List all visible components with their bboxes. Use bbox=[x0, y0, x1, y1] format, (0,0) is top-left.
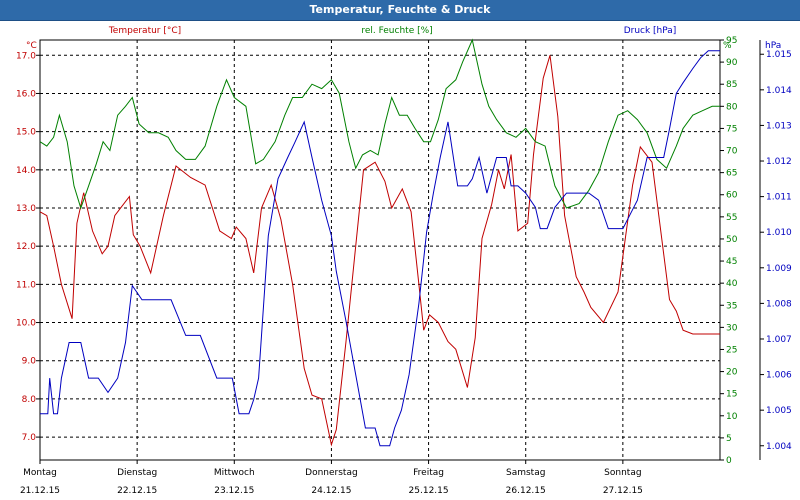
hum-tick-label-16: 80 bbox=[726, 102, 738, 112]
hum-tick-label-18: 90 bbox=[726, 58, 738, 68]
hum-tick-label-13: 65 bbox=[726, 169, 737, 179]
series-line-temperature bbox=[39, 55, 720, 447]
press-tick-label-5: 1.009 bbox=[766, 264, 792, 274]
x-day-label-0: Montag bbox=[23, 468, 57, 478]
press-tick-label-11: 1.015 bbox=[766, 50, 792, 60]
hum-tick-label-17: 85 bbox=[726, 80, 737, 90]
temp-tick-label-6: 13.0 bbox=[16, 204, 36, 214]
hum-tick-label-15: 75 bbox=[726, 124, 737, 134]
hum-tick-label-14: 70 bbox=[726, 147, 738, 157]
x-day-label-6: Sonntag bbox=[604, 468, 641, 478]
hum-tick-label-12: 60 bbox=[726, 191, 738, 201]
series-line-humidity bbox=[39, 38, 720, 210]
press-tick-label-3: 1.007 bbox=[766, 335, 792, 345]
grid bbox=[40, 40, 720, 460]
temperature-unit: °C bbox=[26, 41, 37, 51]
temp-tick-label-8: 15.0 bbox=[16, 128, 36, 138]
pressure-axis-label: Druck [hPa] bbox=[624, 26, 677, 36]
x-date-label-5: 26.12.15 bbox=[506, 486, 546, 496]
x-day-label-3: Donnerstag bbox=[305, 468, 358, 478]
x-axis-labels: Montag 21.12.15 Dienstag 22.12.15 Mittwoch 23… bbox=[20, 460, 643, 496]
chart-title: Temperatur, Feuchte & Druck bbox=[309, 3, 491, 16]
x-date-label-0: 21.12.15 bbox=[20, 486, 60, 496]
press-tick-label-8: 1.012 bbox=[766, 157, 792, 167]
series-line-pressure bbox=[40, 50, 720, 447]
press-tick-label-7: 1.011 bbox=[766, 193, 792, 203]
hum-tick-label-7: 35 bbox=[726, 301, 737, 311]
pressure-ticks: 1.004 1.005 1.006 1.007 1.008 1.009 1.010 1.011… bbox=[759, 40, 792, 460]
temp-tick-label-1: 8.0 bbox=[22, 395, 37, 405]
x-date-label-4: 25.12.15 bbox=[409, 486, 449, 496]
temp-tick-label-3: 10.0 bbox=[16, 319, 36, 329]
hum-tick-label-10: 50 bbox=[726, 235, 738, 245]
hum-tick-label-8: 40 bbox=[726, 279, 738, 289]
x-day-label-4: Freitag bbox=[413, 468, 444, 478]
x-day-label-1: Dienstag bbox=[117, 468, 157, 478]
plot-area bbox=[39, 39, 721, 461]
x-day-label-2: Mittwoch bbox=[214, 468, 255, 478]
press-tick-label-9: 1.013 bbox=[766, 121, 792, 131]
chart-title-bar: Temperatur, Feuchte & Druck bbox=[0, 0, 800, 21]
press-tick-label-1: 1.005 bbox=[766, 406, 792, 416]
temp-tick-label-10: 17.0 bbox=[16, 51, 36, 61]
series-group bbox=[39, 38, 720, 447]
x-date-label-2: 23.12.15 bbox=[214, 486, 254, 496]
hum-tick-label-11: 55 bbox=[726, 213, 737, 223]
press-tick-label-2: 1.006 bbox=[766, 371, 792, 381]
temp-tick-label-5: 12.0 bbox=[16, 242, 36, 252]
hum-tick-label-5: 25 bbox=[726, 345, 737, 355]
temp-tick-label-4: 11.0 bbox=[16, 280, 36, 290]
hum-tick-label-3: 15 bbox=[726, 390, 737, 400]
hum-tick-label-4: 20 bbox=[726, 368, 738, 378]
press-tick-label-0: 1.004 bbox=[766, 442, 792, 452]
x-date-label-1: 22.12.15 bbox=[117, 486, 157, 496]
x-date-label-3: 24.12.15 bbox=[311, 486, 351, 496]
temp-tick-label-7: 14.0 bbox=[16, 166, 36, 176]
hum-tick-label-1: 5 bbox=[726, 434, 732, 444]
humidity-axis-label: rel. Feuchte [%] bbox=[361, 26, 432, 36]
hum-tick-label-6: 30 bbox=[726, 323, 738, 333]
temperature-axis-label: Temperatur [°C] bbox=[108, 26, 181, 36]
pressure-unit: hPa bbox=[765, 41, 781, 51]
x-date-label-6: 27.12.15 bbox=[603, 486, 643, 496]
temp-tick-label-9: 16.0 bbox=[16, 89, 36, 99]
press-tick-label-6: 1.010 bbox=[766, 228, 792, 238]
press-tick-label-10: 1.014 bbox=[766, 86, 792, 96]
temperature-ticks: 7.0 8.0 9.0 10.0 11.0 12.0 13.0 14.0 15.0 16.0 17.… bbox=[16, 51, 40, 443]
hum-tick-label-2: 10 bbox=[726, 412, 738, 422]
humidity-ticks: 0 5 10 15 20 25 30 35 40 45 50 55 60 65 70 75 80 85 90 95 bbox=[720, 36, 738, 466]
temp-tick-label-2: 9.0 bbox=[22, 357, 37, 367]
x-day-label-5: Samstag bbox=[506, 468, 545, 478]
hum-tick-label-9: 45 bbox=[726, 257, 737, 267]
temp-tick-label-0: 7.0 bbox=[22, 433, 37, 443]
humidity-unit: % bbox=[723, 41, 732, 51]
hum-tick-label-0: 0 bbox=[726, 456, 732, 466]
press-tick-label-4: 1.008 bbox=[766, 299, 792, 309]
hum-tick-label-19: 95 bbox=[726, 36, 737, 46]
